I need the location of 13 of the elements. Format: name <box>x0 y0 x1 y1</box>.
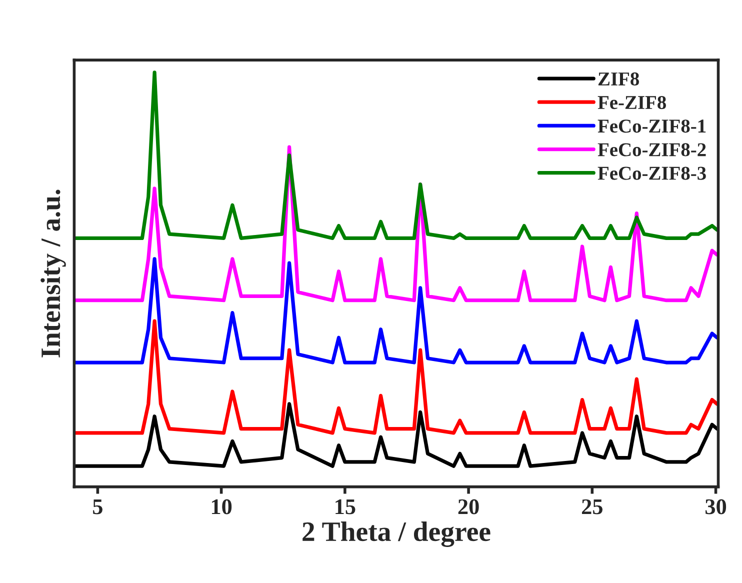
x-tick-label: 5 <box>93 499 102 514</box>
x-tick-label: 25 <box>582 499 602 514</box>
legend-label: Fe-ZIF8 <box>598 96 666 110</box>
x-tick-label: 30 <box>706 499 726 514</box>
legend-label: FeCo-ZIF8-3 <box>598 166 706 180</box>
x-tick-label: 15 <box>336 499 356 514</box>
x-tick-label: 20 <box>458 499 479 514</box>
legend-label: FeCo-ZIF8-1 <box>598 120 706 133</box>
legend-label: FeCo-ZIF8-2 <box>598 143 706 156</box>
x-tick-label: 10 <box>212 499 232 514</box>
x-axis-title: 2 Theta / degree <box>302 522 490 547</box>
y-axis-title: Intensity / a.u. <box>40 190 66 358</box>
legend-label: ZIF8 <box>598 72 639 86</box>
